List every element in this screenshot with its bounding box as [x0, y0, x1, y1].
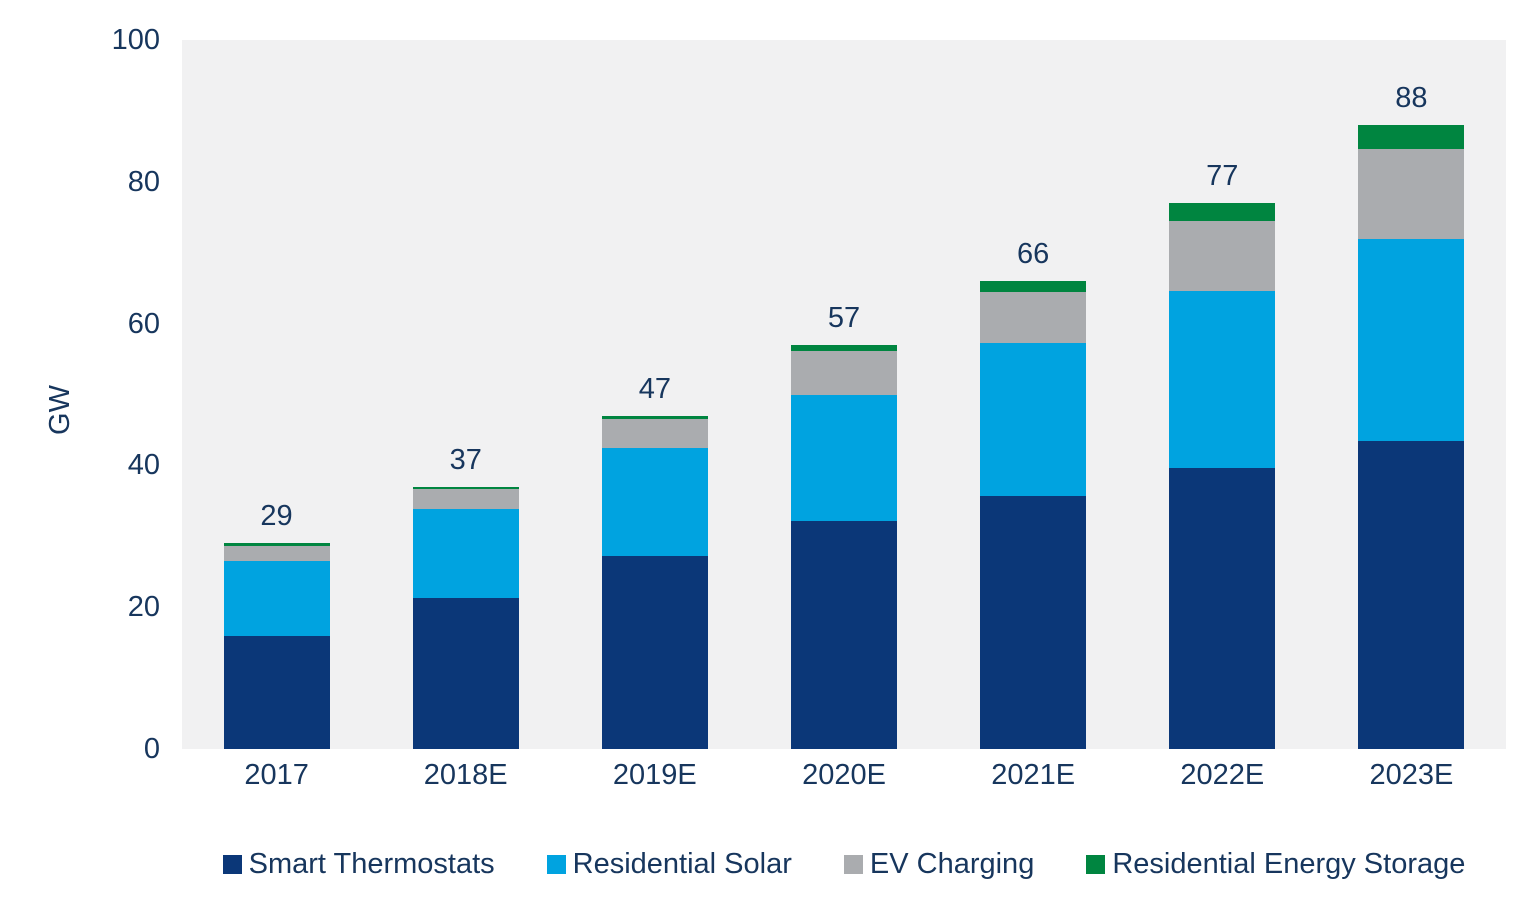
- legend-label: Smart Thermostats: [248, 848, 495, 880]
- bar-segment-ev-charging: [791, 351, 897, 395]
- y-tick-label-80: 80: [127, 165, 160, 198]
- bar-segment-smart-thermostats: [980, 495, 1087, 749]
- bar-segment-smart-thermostats: [1358, 440, 1465, 749]
- bar-segment-ev-charging: [1169, 220, 1276, 291]
- bar-segment-ev-charging: [1358, 149, 1465, 239]
- bar-segment-residential-solar: [223, 561, 330, 636]
- legend-label: Residential Energy Storage: [1112, 848, 1466, 880]
- legend-item-residential-energy-storage: Residential Energy Storage: [1086, 847, 1465, 881]
- total-label-2021e: 66: [1017, 238, 1050, 271]
- bar-segment-ev-charging: [223, 545, 330, 562]
- total-label-2018e: 37: [449, 443, 482, 476]
- y-axis: 0 20 40 60 80 100: [0, 0, 160, 906]
- x-tick-label-2019e: 2019E: [612, 759, 697, 791]
- y-tick-label-60: 60: [127, 307, 160, 340]
- bar-2020e: [791, 344, 897, 749]
- bar-2022e: [1169, 203, 1276, 749]
- bar-segment-residential-energy-storage: [601, 415, 708, 420]
- bar-segment-residential-energy-storage: [412, 486, 519, 489]
- legend: Smart Thermostats Residential Solar EV Cha…: [182, 847, 1506, 881]
- total-label-2017: 29: [260, 500, 293, 533]
- total-label-2023e: 88: [1395, 82, 1428, 115]
- bar-segment-residential-energy-storage: [1169, 203, 1276, 221]
- x-tick-label-2018e: 2018E: [423, 759, 508, 791]
- bar-segment-residential-energy-storage: [980, 281, 1087, 292]
- x-tick-label-2021e: 2021E: [991, 759, 1076, 791]
- legend-swatch-icon: [843, 854, 863, 874]
- x-tick-label-2017: 2017: [244, 759, 309, 791]
- bar-segment-smart-thermostats: [791, 521, 897, 749]
- legend-swatch-icon: [222, 854, 242, 874]
- bar-segment-residential-solar: [1358, 238, 1465, 441]
- bar-segment-smart-thermostats: [1169, 467, 1276, 749]
- bar-segment-smart-thermostats: [223, 635, 330, 749]
- legend-label: EV Charging: [869, 848, 1035, 880]
- x-tick-label-2022e: 2022E: [1180, 759, 1265, 791]
- total-label-2020e: 57: [827, 301, 861, 334]
- bar-segment-residential-solar: [980, 343, 1087, 496]
- bar-segment-residential-energy-storage: [1358, 125, 1465, 150]
- bar-2018e: [412, 486, 519, 749]
- y-tick-label-0: 0: [143, 733, 160, 765]
- legend-item-ev-charging: EV Charging: [843, 847, 1035, 881]
- bar-segment-smart-thermostats: [601, 556, 708, 749]
- legend-swatch-icon: [546, 854, 566, 874]
- x-tick-label-2020e: 2020E: [802, 759, 886, 791]
- bar-segment-residential-solar: [791, 394, 897, 522]
- bar-segment-residential-solar: [412, 508, 519, 598]
- bar-2021e: [980, 281, 1087, 749]
- y-tick-label-20: 20: [127, 591, 160, 624]
- plot-area: [182, 40, 1506, 749]
- y-tick-label-100: 100: [111, 24, 160, 56]
- total-label-2019e: 47: [638, 372, 671, 405]
- bar-2017: [223, 543, 330, 749]
- bar-segment-residential-solar: [1169, 291, 1276, 468]
- x-axis: 2017 2018E 2019E 2020E 2021E 2022E 2023E: [182, 758, 1506, 794]
- legend-label: Residential Solar: [572, 848, 792, 880]
- legend-item-smart-thermostats: Smart Thermostats: [222, 847, 495, 881]
- total-label-2022e: 77: [1206, 160, 1239, 193]
- legend-item-residential-solar: Residential Solar: [546, 847, 792, 881]
- bar-segment-residential-solar: [601, 447, 708, 557]
- bar-2019e: [601, 415, 708, 749]
- bar-segment-ev-charging: [980, 291, 1087, 344]
- bar-segment-smart-thermostats: [412, 597, 519, 749]
- bar-segment-ev-charging: [601, 419, 708, 448]
- bar-segment-residential-energy-storage: [791, 344, 897, 352]
- bar-segment-ev-charging: [412, 488, 519, 509]
- bar-2023e: [1358, 125, 1465, 749]
- bar-segment-residential-energy-storage: [223, 543, 330, 546]
- x-tick-label-2023e: 2023E: [1369, 759, 1454, 791]
- y-tick-label-40: 40: [127, 449, 160, 482]
- legend-swatch-icon: [1086, 854, 1106, 874]
